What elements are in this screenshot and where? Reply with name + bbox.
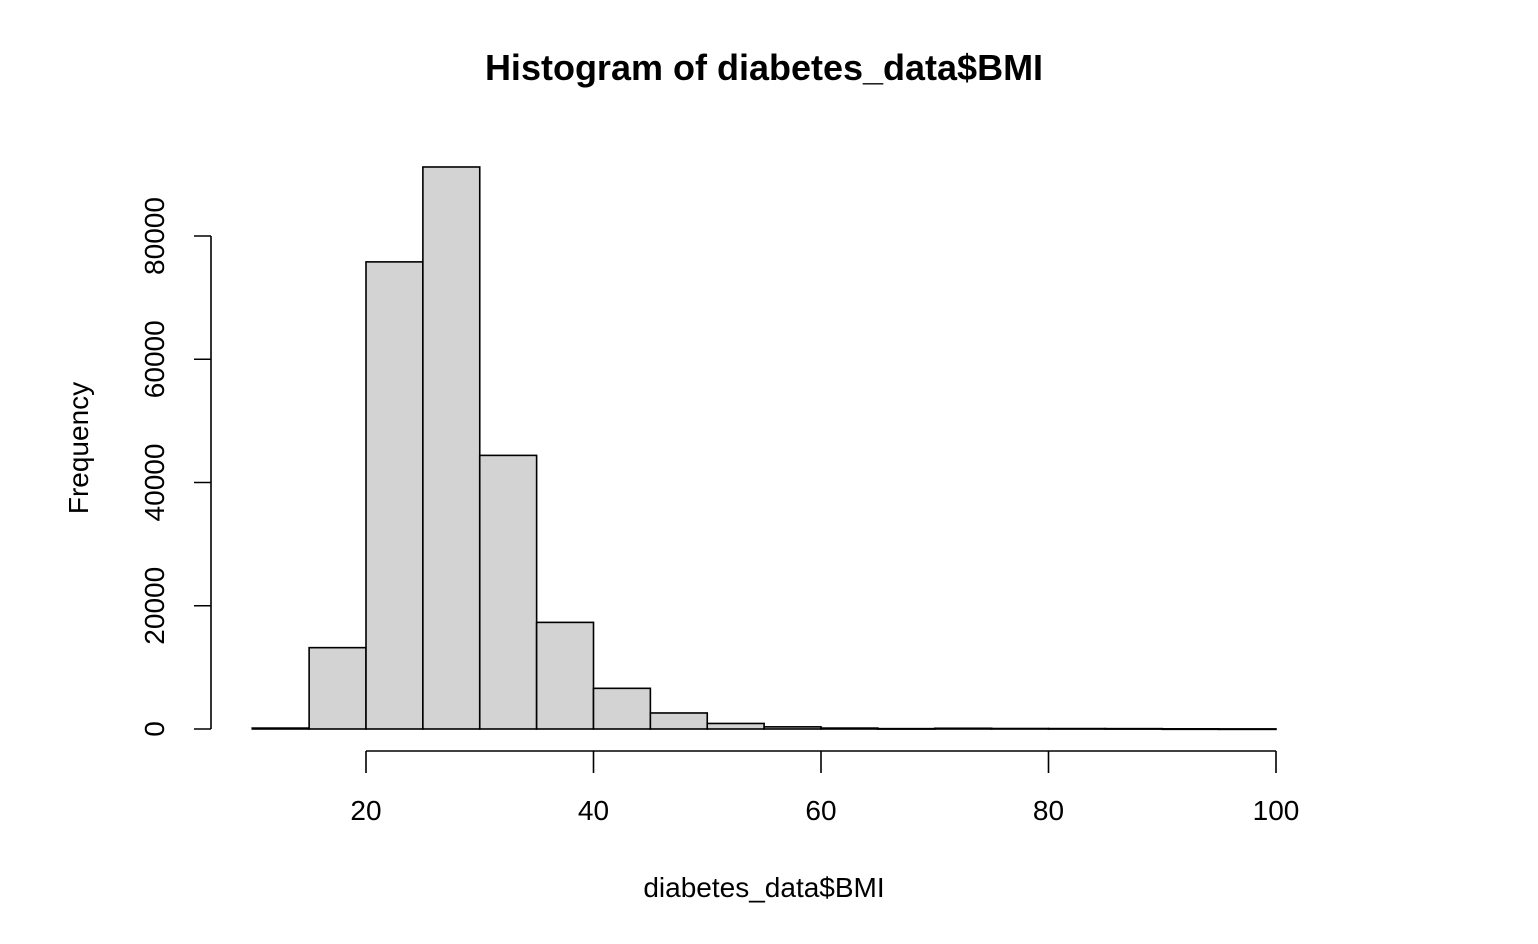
chart-title: Histogram of diabetes_data$BMI	[485, 47, 1043, 88]
y-tick-label: 60000	[139, 320, 170, 398]
histogram-bar	[990, 727, 1050, 730]
histogram-bar	[478, 454, 538, 730]
x-tick-label: 80	[1033, 795, 1064, 826]
histogram-bar	[422, 166, 481, 730]
histogram-bar	[592, 687, 652, 730]
histogram-bar	[251, 727, 310, 730]
x-tick-label: 60	[805, 795, 836, 826]
histogram-bar	[706, 722, 765, 730]
histogram-bar	[933, 727, 993, 730]
y-axis-label: Frequency	[63, 382, 94, 514]
histogram-bars	[251, 166, 1277, 731]
histogram-bar	[1104, 727, 1164, 730]
y-tick-label: 20000	[139, 567, 170, 645]
histogram-bar	[877, 727, 936, 730]
histogram-bar	[365, 261, 424, 730]
histogram-bar	[820, 727, 879, 730]
histogram-bar	[763, 726, 822, 730]
histogram-bar	[1047, 727, 1107, 730]
histogram-bar	[1218, 728, 1277, 731]
histogram-bar	[649, 712, 709, 730]
x-tick-label: 40	[578, 795, 609, 826]
x-axis: 20 40 60 80 100	[350, 750, 1300, 826]
x-axis-label: diabetes_data$BMI	[643, 872, 884, 903]
y-axis: 0 20000 40000 60000 80000	[139, 197, 212, 737]
x-tick-label: 20	[350, 795, 381, 826]
histogram-bar	[535, 621, 595, 730]
y-tick-label: 0	[139, 721, 170, 737]
histogram-bar	[308, 646, 367, 730]
y-tick-label: 80000	[139, 197, 170, 275]
x-tick-label: 100	[1253, 795, 1300, 826]
histogram-bar	[1161, 728, 1220, 731]
y-tick-label: 40000	[139, 444, 170, 522]
